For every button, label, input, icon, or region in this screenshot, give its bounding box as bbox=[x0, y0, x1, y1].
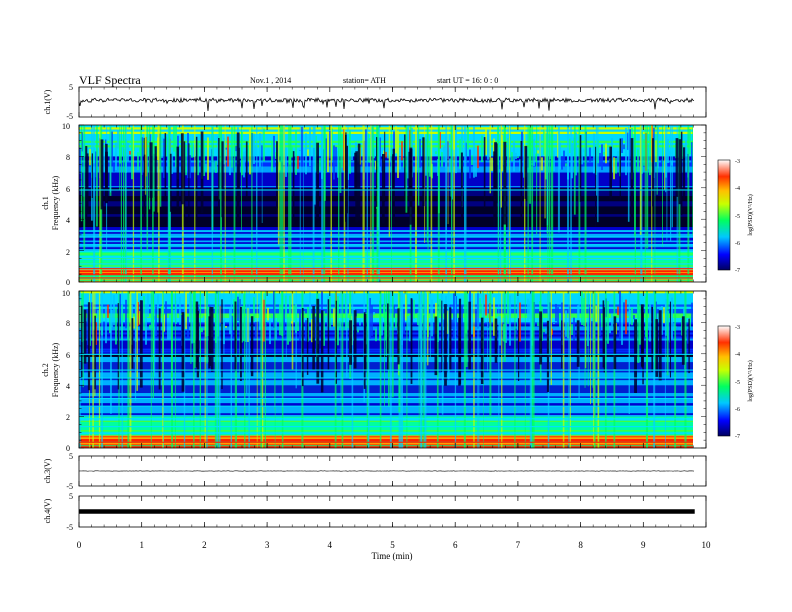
ch1-colorbar-label: log(PSD)(V²/Hz) bbox=[747, 194, 754, 235]
ch3-waveform-ylabel: ch.3(V) bbox=[43, 458, 52, 483]
ch1-waveform-panel: 5 -5 ch.1(V) bbox=[43, 83, 707, 121]
xtick-3: 3 bbox=[265, 540, 270, 550]
ch1-ytick-10: 10 bbox=[62, 122, 70, 131]
ch3-ytick-bottom: -5 bbox=[66, 482, 73, 491]
xtick-10: 10 bbox=[702, 540, 712, 550]
ch2-ytick-6: 6 bbox=[66, 351, 70, 360]
ch1-cbar-tick-4: -4 bbox=[735, 186, 740, 192]
xtick-9: 9 bbox=[641, 540, 646, 550]
ch2-cbar-tick-5: -5 bbox=[735, 380, 740, 386]
ch4-waveform-ylabel: ch.4(V) bbox=[43, 498, 52, 523]
ch1-cbar-tick-7: -7 bbox=[735, 268, 740, 274]
ch1-ytick-0: 0 bbox=[66, 278, 70, 287]
ch2-channel-label: ch.2 bbox=[41, 363, 50, 377]
ch2-cbar-tick-4: -4 bbox=[735, 352, 740, 358]
ch2-cbar-tick-3: -3 bbox=[735, 325, 740, 331]
station-label: station= ATH bbox=[343, 76, 386, 85]
axis-ticks bbox=[78, 87, 707, 527]
ch1-cbar-tick-3: -3 bbox=[735, 159, 740, 165]
ch1-spectrogram-image bbox=[79, 125, 693, 282]
ch4-ytick-top: 5 bbox=[69, 492, 73, 501]
ch2-spectrogram-image bbox=[79, 291, 693, 448]
ch3-ytick-top: 5 bbox=[69, 452, 73, 461]
figure-title: VLF Spectra bbox=[79, 73, 141, 87]
ch1-channel-label: ch.1 bbox=[41, 196, 50, 210]
ch1-ytick-4: 4 bbox=[66, 216, 70, 225]
ch1-colorbar: -3 -4 -5 -6 -7 log(PSD)(V²/Hz) bbox=[717, 159, 754, 274]
xtick-0: 0 bbox=[77, 540, 82, 550]
ch2-ytick-10: 10 bbox=[62, 289, 70, 298]
ch4-waveform-panel: 5 -5 ch.4(V) bbox=[43, 492, 707, 532]
xtick-7: 7 bbox=[516, 540, 521, 550]
ch1-ytick-8: 8 bbox=[66, 153, 70, 162]
ch1-frequency-ylabel: Frequency (kHz) bbox=[51, 175, 60, 230]
ch3-waveform-panel: 5 -5 ch.3(V) bbox=[43, 452, 707, 491]
xtick-6: 6 bbox=[453, 540, 458, 550]
ch1-waveform-line bbox=[78, 96, 695, 111]
ch2-spectrogram-panel: 10 8 6 4 2 0 ch.2 Frequency (kHz) bbox=[41, 289, 707, 453]
xtick-1: 1 bbox=[139, 540, 144, 550]
xtick-2: 2 bbox=[202, 540, 207, 550]
ch1-cbar-tick-5: -5 bbox=[735, 214, 740, 220]
ch1-ytick-6: 6 bbox=[66, 185, 70, 194]
ch2-ytick-4: 4 bbox=[66, 382, 70, 391]
x-axis-label: Time (min) bbox=[372, 551, 413, 561]
date-label: Nov.1 , 2014 bbox=[250, 76, 291, 85]
ch2-frequency-ylabel: Frequency (kHz) bbox=[51, 342, 60, 397]
ch2-ytick-0: 0 bbox=[66, 444, 70, 453]
x-axis: 0 1 2 3 4 5 6 7 8 9 10 Time (min) bbox=[77, 540, 711, 561]
ch2-ytick-2: 2 bbox=[66, 413, 70, 422]
ch1-cbar-tick-6: -6 bbox=[735, 241, 740, 247]
ch1-ytick-top: 5 bbox=[69, 83, 73, 92]
ch2-colorbar-gradient bbox=[717, 325, 731, 437]
ch2-colorbar: -3 -4 -5 -6 -7 log(PSD)(V²/Hz) bbox=[717, 325, 754, 440]
ch1-colorbar-gradient bbox=[717, 159, 731, 271]
xtick-5: 5 bbox=[390, 540, 395, 550]
ch1-waveform-ylabel: ch.1(V) bbox=[43, 89, 52, 114]
ch2-ytick-8: 8 bbox=[66, 319, 70, 328]
ch1-spectrogram-panel: 10 8 6 4 2 0 ch.1 Frequency (kHz) bbox=[41, 122, 707, 287]
ch1-ytick-bottom: -5 bbox=[66, 112, 73, 121]
xtick-4: 4 bbox=[328, 540, 333, 550]
ch4-ytick-bottom: -5 bbox=[66, 523, 73, 532]
ch2-colorbar-label: log(PSD)(V²/Hz) bbox=[747, 360, 754, 401]
ch2-cbar-tick-6: -6 bbox=[735, 407, 740, 413]
ch2-cbar-tick-7: -7 bbox=[735, 434, 740, 440]
start-time-label: start UT = 16: 0 : 0 bbox=[437, 76, 498, 85]
ch1-ytick-2: 2 bbox=[66, 248, 70, 257]
xtick-8: 8 bbox=[578, 540, 583, 550]
